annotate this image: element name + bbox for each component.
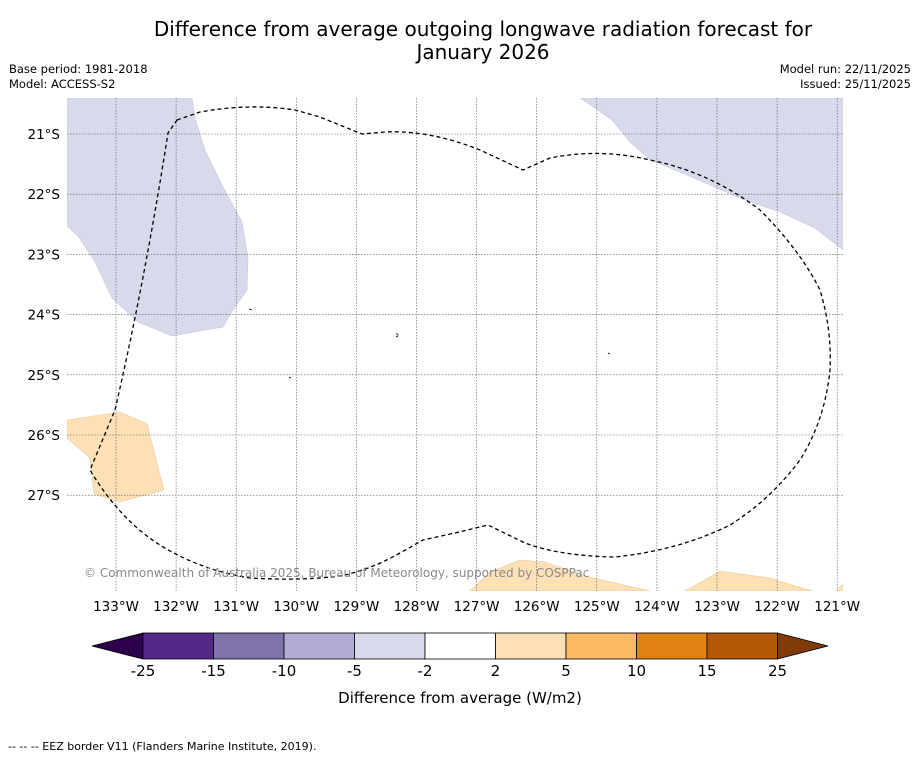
colorbar-tick-label: -10 <box>272 662 297 680</box>
colorbar-tick-label: -5 <box>347 662 362 680</box>
lon-label: 130°W <box>273 599 319 615</box>
lon-label: 123°W <box>694 599 740 615</box>
colorbar-tick-label: 10 <box>627 662 646 680</box>
colorbar-segment <box>142 632 214 660</box>
lon-label: 125°W <box>574 599 620 615</box>
colorbar-segment <box>706 632 778 660</box>
meta-right: Model run: 22/11/2025 Issued: 25/11/2025 <box>780 62 911 92</box>
model-name: Model: ACCESS-S2 <box>9 77 116 91</box>
meta-left: Base period: 1981-2018 Model: ACCESS-S2 <box>9 62 148 92</box>
lon-label: 133°W <box>93 599 139 615</box>
colorbar: -25 -15 -10 -5 -2 2 5 10 15 25 <box>91 632 829 680</box>
lon-label: 122°W <box>754 599 800 615</box>
anomaly-region-negative-northeast <box>579 98 843 251</box>
lat-label: 23°S <box>28 247 61 263</box>
title-line-2: January 2026 <box>416 40 550 64</box>
latitude-labels: 21°S 22°S 23°S 24°S 25°S 26°S 27°S <box>28 127 61 504</box>
anomaly-region-negative-northwest <box>67 98 249 337</box>
map-title: Difference from average outgoing longwav… <box>0 18 919 64</box>
lon-label: 128°W <box>394 599 440 615</box>
colorbar-tick-label: 5 <box>561 662 571 680</box>
colorbar-segment <box>283 632 355 660</box>
colorbar-tick-label: 25 <box>768 662 787 680</box>
colorbar-extend-max <box>777 632 829 660</box>
colorbar-extend-min <box>91 632 144 660</box>
lon-label: 132°W <box>153 599 199 615</box>
island-speck <box>607 352 611 355</box>
title-line-1: Difference from average outgoing longwav… <box>153 17 813 41</box>
colorbar-segment <box>354 632 426 660</box>
colorbar-segment <box>495 632 567 660</box>
map-plot-area: © Commonwealth of Australia 2025, Bureau… <box>67 98 843 591</box>
lat-label: 22°S <box>28 187 61 203</box>
lon-label: 131°W <box>213 599 259 615</box>
lat-label: 26°S <box>28 428 61 444</box>
colorbar-segment <box>213 632 285 660</box>
model-run: Model run: 22/11/2025 <box>779 62 911 76</box>
issued-date: Issued: 25/11/2025 <box>800 77 911 91</box>
lat-label: 27°S <box>28 488 61 504</box>
eez-border <box>89 106 831 580</box>
lon-label: 124°W <box>634 599 680 615</box>
lat-label: 24°S <box>28 308 61 324</box>
colorbar-tick-label: -2 <box>418 662 433 680</box>
lon-label: 127°W <box>454 599 500 615</box>
colorbar-tick-label: 15 <box>697 662 716 680</box>
colorbar-label: Difference from average (W/m2) <box>338 689 582 707</box>
anomaly-region-positive-west <box>67 411 165 503</box>
island-speck <box>288 376 292 379</box>
gridlines <box>67 98 843 591</box>
lon-label: 126°W <box>514 599 560 615</box>
colorbar-tick-label: -25 <box>131 662 156 680</box>
anomaly-region-positive-corner <box>836 583 843 591</box>
lon-label: 129°W <box>333 599 379 615</box>
colorbar-segment <box>565 632 637 660</box>
colorbar-tick-label: -15 <box>201 662 226 680</box>
island-speck <box>248 308 253 311</box>
island-speck <box>395 333 399 338</box>
copyright-notice: © Commonwealth of Australia 2025, Bureau… <box>84 566 589 580</box>
colorbar-segment <box>636 632 708 660</box>
lat-label: 21°S <box>28 127 61 143</box>
lon-label: 121°W <box>814 599 860 615</box>
longitude-labels: 133°W 132°W 131°W 130°W 129°W 128°W 127°W 126°W… <box>93 599 860 615</box>
lat-label: 25°S <box>28 368 61 384</box>
eez-legend-footer: -- -- -- EEZ border V11 (Flanders Marine… <box>8 740 317 753</box>
anomaly-region-positive-south-center <box>469 559 651 591</box>
base-period: Base period: 1981-2018 <box>9 62 148 76</box>
colorbar-tick-label: 2 <box>491 662 501 680</box>
colorbar-segment <box>424 632 496 660</box>
